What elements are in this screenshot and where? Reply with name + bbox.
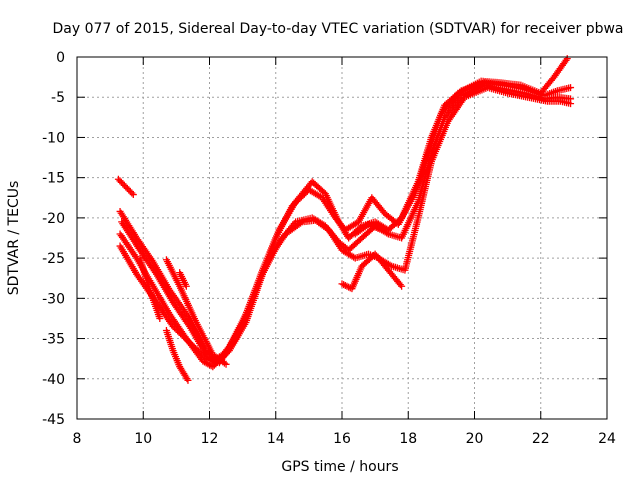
y-tick-label: -30 (42, 291, 65, 307)
x-tick-label: 16 (333, 431, 351, 447)
data-point (156, 314, 164, 322)
x-tick-label: 8 (73, 431, 82, 447)
data-point (222, 360, 230, 368)
axis-ticks: 8 10 12 14 16 18 20 22 24 0 -5 -10 -15 -20 -25 -30 -35 -4… (42, 50, 616, 447)
series-track-11 (351, 220, 386, 238)
y-tick-label: -20 (42, 211, 65, 227)
data-point (128, 189, 136, 197)
grid (77, 57, 607, 419)
data-point (383, 229, 391, 237)
x-tick-label: 14 (267, 431, 285, 447)
data-point (563, 55, 571, 63)
data-point (398, 282, 406, 290)
y-tick-label: -15 (42, 171, 65, 187)
data-point (220, 359, 228, 367)
series-track-7 (162, 256, 230, 368)
y-axis-label: SDTVAR / TECUs (6, 181, 22, 296)
chart-title: Day 077 of 2015, Sidereal Day-to-day VTE… (52, 21, 623, 37)
data-point (340, 281, 348, 289)
y-tick-label: -25 (42, 251, 65, 267)
data-point (338, 280, 346, 288)
series-track-1 (114, 175, 137, 199)
series-track-10 (338, 250, 406, 293)
data-point (567, 84, 575, 92)
series-track-4 (116, 81, 575, 371)
data-point (297, 219, 305, 227)
x-tick-label: 12 (201, 431, 219, 447)
series-track-9 (176, 269, 190, 290)
y-tick-label: -45 (42, 412, 65, 428)
data-point (396, 281, 404, 289)
x-tick-label: 22 (532, 431, 550, 447)
data-point (341, 281, 349, 289)
data-point (182, 282, 190, 290)
x-tick-label: 24 (598, 431, 616, 447)
y-tick-label: -35 (42, 332, 65, 348)
y-tick-label: -10 (42, 130, 65, 146)
x-tick-label: 18 (399, 431, 417, 447)
data-point (378, 226, 386, 234)
data-point (567, 100, 575, 108)
data-point (562, 56, 570, 64)
data-point (129, 191, 137, 199)
x-tick-label: 20 (466, 431, 484, 447)
series-track-3 (118, 79, 575, 367)
series-track-5 (116, 84, 575, 367)
series-track-6 (136, 254, 164, 322)
y-tick-label: -5 (51, 90, 65, 106)
x-tick-label: 10 (134, 431, 152, 447)
y-tick-label: -40 (42, 372, 65, 388)
y-tick-label: 0 (56, 50, 65, 66)
series-track-8 (162, 327, 192, 384)
data-points (114, 55, 575, 384)
data-point (184, 376, 192, 384)
x-axis-label: GPS time / hours (281, 459, 398, 475)
